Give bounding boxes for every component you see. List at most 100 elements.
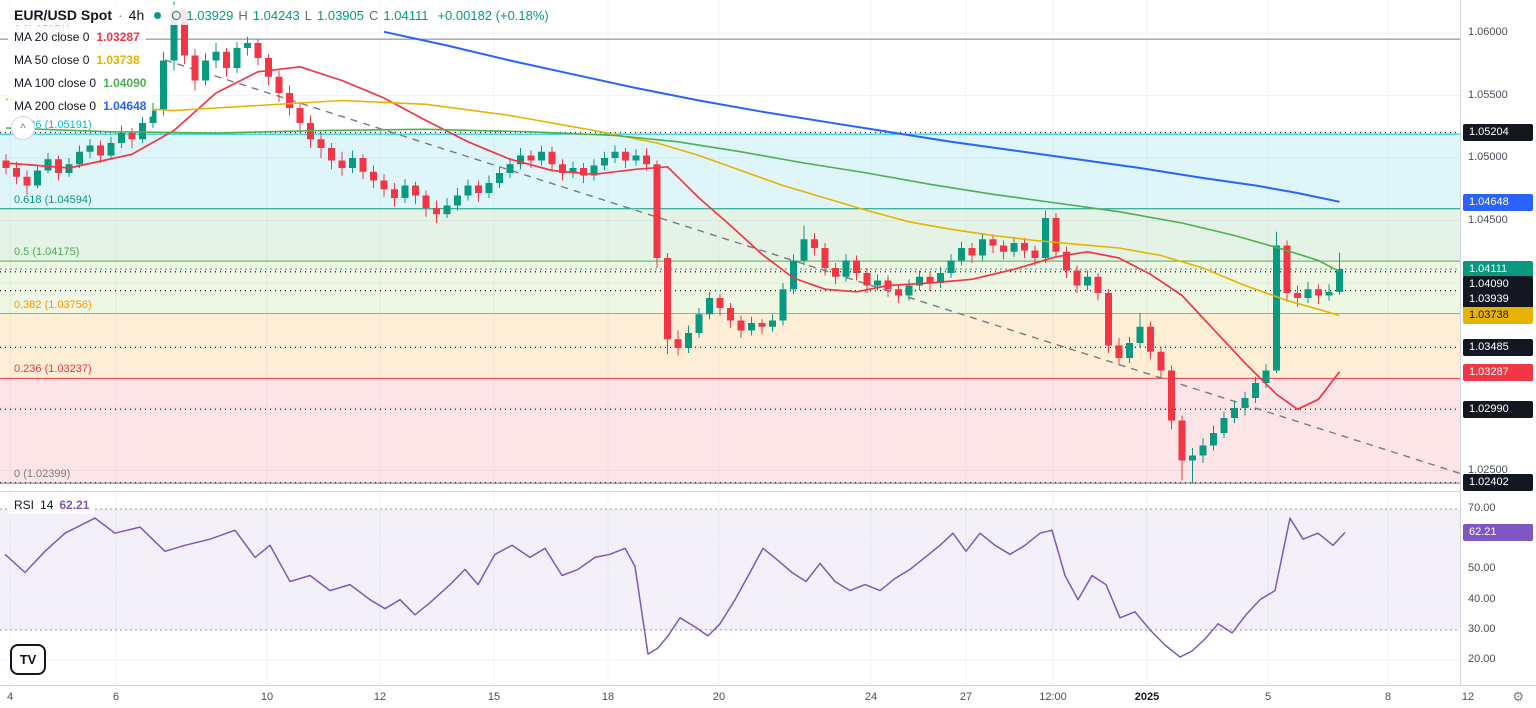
ma-20-line[interactable] (5, 65, 1341, 411)
time-tick: 8 (1384, 691, 1392, 703)
candle-body (44, 159, 52, 171)
candle-body (832, 268, 839, 277)
interval-label[interactable]: 4h (128, 7, 145, 23)
candle-body (13, 168, 20, 177)
rsi-legend-row[interactable]: RSI 14 62.21 (8, 496, 96, 514)
candle-body (1063, 251, 1070, 271)
candle-body (202, 60, 209, 81)
candle-body (233, 48, 241, 68)
candle-body (1147, 326, 1154, 352)
candle-body (1168, 370, 1175, 421)
candle-body (926, 276, 934, 283)
candle-body (485, 183, 493, 193)
axis-settings-gear-icon[interactable]: ⚙ (1512, 689, 1524, 704)
candle-body (191, 55, 199, 81)
time-tick: 2025 (1134, 691, 1160, 703)
ma-legend-row[interactable]: MA 100 close 0 1.04090 (8, 72, 153, 94)
rsi-params: 14 (40, 498, 54, 512)
fib-level-label: 0 (1.02399) (14, 468, 71, 481)
time-tick: 20 (712, 691, 726, 703)
price-axis[interactable]: 1.06000 1.05500 1.05000 1.04500 1.02500 70.00… (1460, 0, 1536, 685)
rsi-label: RSI (14, 498, 35, 512)
candle-body (1189, 455, 1196, 461)
candle-body (328, 148, 335, 161)
candle-body (1304, 289, 1312, 298)
candle-body (590, 165, 598, 176)
candle-body (1094, 276, 1102, 293)
candle-body (1073, 270, 1081, 286)
candle-body (664, 258, 671, 340)
candle-body (937, 273, 944, 283)
symbol-legend-row[interactable]: EUR/USD Spot · 4h O 1.03929 H 1.04243 L 1.0… (8, 5, 555, 25)
time-axis[interactable]: 4 6 10 12 15 18 20 24 27 12:00 2025 5 8 12 (0, 685, 1536, 708)
candle-body (1010, 243, 1018, 252)
ma-legend-label: MA 20 close 0 (14, 30, 90, 44)
change-value: +0.00182 (+0.18%) (437, 7, 549, 23)
candle-body (223, 51, 230, 68)
candle-body (275, 76, 283, 93)
candle-body (748, 323, 755, 331)
tradingview-logo[interactable]: TV (10, 644, 46, 675)
candle-body (1220, 418, 1228, 433)
price-tick: 1.06000 (1468, 26, 1508, 38)
candle-body (496, 173, 503, 183)
rsi-tick: 40.00 (1468, 592, 1496, 605)
candle-body (611, 151, 619, 158)
candle-body (779, 289, 787, 321)
candle-body (1115, 345, 1123, 358)
candle-body (149, 110, 157, 123)
candle-body (1325, 291, 1333, 296)
ma-200-line[interactable] (383, 30, 1340, 203)
candle-body (1210, 433, 1217, 446)
candle-body (412, 185, 419, 196)
ma-legend-value: 1.04090 (103, 76, 147, 90)
candle-body (2, 160, 10, 168)
price-badge: 1.04648 (1463, 193, 1533, 211)
candle-body (622, 151, 629, 161)
candle-body (296, 108, 304, 123)
price-badge: 1.03485 (1463, 338, 1533, 356)
candle-body (55, 159, 62, 173)
candle-body (674, 339, 682, 348)
ma-100-line[interactable] (5, 127, 1340, 273)
time-tick: 27 (959, 691, 973, 703)
ma-legend-value: 1.03738 (96, 53, 140, 67)
ma-legend-row[interactable]: MA 50 close 0 1.03738 (8, 49, 146, 71)
candle-body (716, 298, 724, 308)
rsi-value: 62.21 (59, 498, 90, 512)
price-badge: 1.02402 (1463, 474, 1533, 492)
legend-collapse-button[interactable]: ^ (11, 116, 35, 140)
candle-body (506, 164, 514, 173)
price-tick: 1.04500 (1468, 213, 1508, 226)
candle-body (349, 158, 356, 168)
high-label: H (238, 7, 248, 23)
candle-body (979, 239, 986, 256)
candle-body (1336, 269, 1343, 292)
candle-body (380, 180, 388, 190)
candle-body (1178, 420, 1186, 461)
candle-body (863, 273, 871, 286)
symbol-title[interactable]: EUR/USD Spot (14, 7, 112, 23)
rsi-line[interactable] (4, 517, 1346, 658)
candle-body (1199, 445, 1207, 456)
price-badge: 1.04090 (1463, 275, 1533, 293)
candle-body (685, 333, 692, 348)
ma-50-line[interactable] (5, 98, 1340, 317)
candle-body (853, 260, 860, 273)
candle-body (1042, 218, 1049, 258)
market-status-dot (154, 11, 162, 19)
candle-body (1105, 293, 1112, 346)
ma-legend-row[interactable]: MA 200 close 0 1.04648 (8, 95, 153, 117)
ma-legend-row[interactable]: MA 20 close 0 1.03287 (8, 26, 146, 48)
candle-body (989, 239, 997, 246)
candle-body (653, 164, 661, 258)
candle-body (580, 168, 587, 176)
candle-body (811, 239, 818, 248)
candle-body (1126, 343, 1133, 358)
candle-body (422, 195, 430, 208)
candle-body (1000, 245, 1007, 252)
candle-body (1315, 289, 1322, 296)
candle-body (170, 10, 178, 61)
candle-body (433, 208, 440, 215)
